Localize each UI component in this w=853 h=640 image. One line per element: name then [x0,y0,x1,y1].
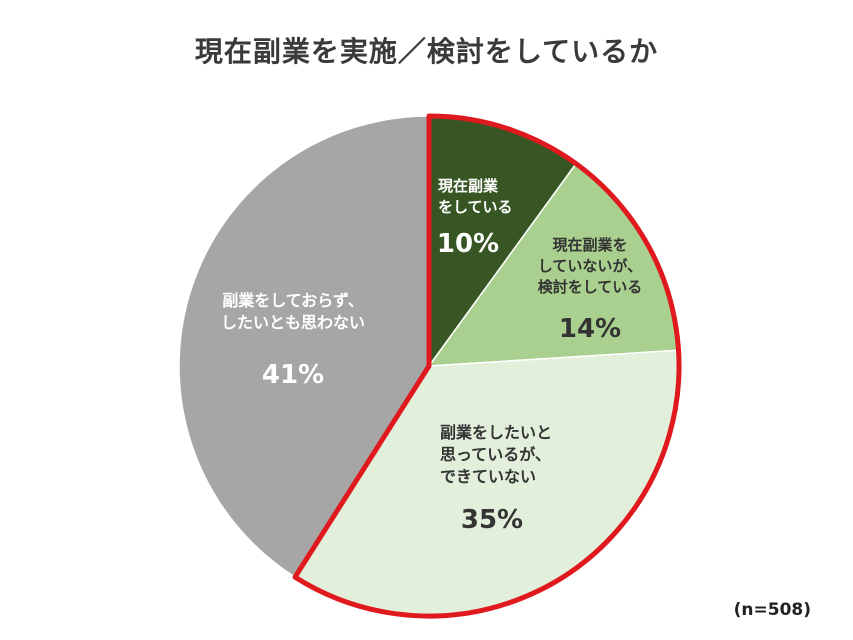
slice-label-line: 現在副業 [438,177,499,195]
slice-value-label: 41% [262,360,324,390]
slice-label-line: できていない [440,467,536,486]
slice-label-line: をしている [438,198,513,216]
slice-label-line: 副業をしたいと [440,423,552,442]
slice-label-line: したいとも思わない [221,313,365,332]
chart-title: 現在副業を実施／検討をしているか [194,35,659,68]
slice-label-group-4: 副業をしておらず、したいとも思わない 41% [221,291,365,390]
slice-label-line: 検討をしている [538,278,643,296]
slice-label-line: 副業をしておらず、 [222,291,364,310]
sample-size-note: (n=508) [733,600,811,620]
slice-label-line: 現在副業を [552,236,627,254]
slice-value-label: 14% [559,314,621,344]
slice-value-label: 10% [437,229,499,259]
slice-label-line: していないが、 [538,257,642,275]
highlight-outline [292,113,682,619]
slice-value-label: 35% [461,505,523,535]
slice-label-line: 思っているが、 [440,445,551,464]
